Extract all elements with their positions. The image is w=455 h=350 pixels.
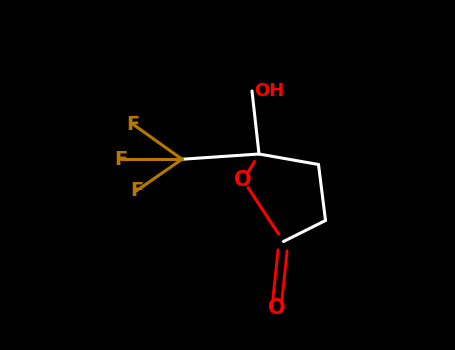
Text: F: F <box>126 115 140 134</box>
Text: F: F <box>130 181 143 200</box>
Text: OH: OH <box>254 82 284 100</box>
Text: O: O <box>234 170 252 190</box>
Text: F: F <box>114 150 127 169</box>
Text: O: O <box>268 298 285 318</box>
